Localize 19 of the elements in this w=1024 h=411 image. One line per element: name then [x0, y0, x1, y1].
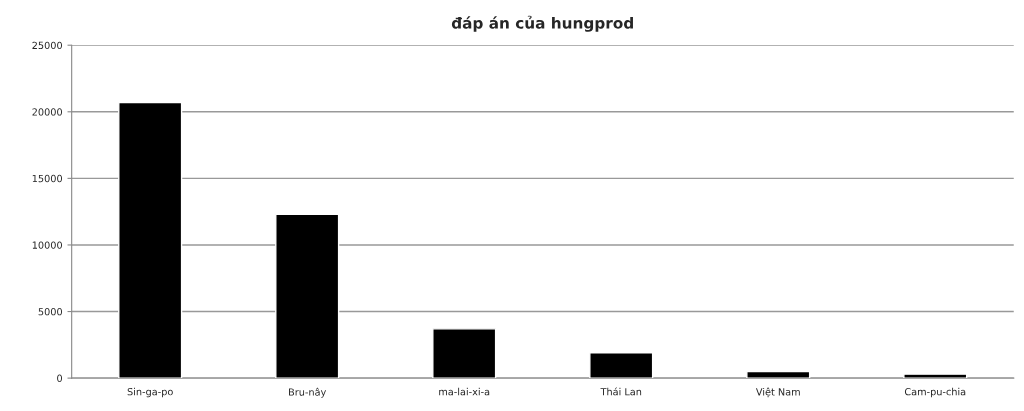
x-tick-label: Thái Lan [600, 387, 642, 396]
bar [589, 352, 654, 379]
y-tick-label: 25000 [32, 41, 63, 50]
bar [275, 213, 340, 379]
y-tick-label: 5000 [38, 308, 63, 316]
y-tick-label: 20000 [32, 108, 63, 116]
x-tick-label: Việt Nam [755, 387, 800, 398]
x-tick-label: Sin-ga-po [127, 387, 173, 398]
bar [432, 328, 497, 379]
x-tick-label: Bru-nây [289, 387, 327, 398]
y-tick-label: 10000 [32, 241, 63, 249]
x-tick-label: Cam-pu-chia [904, 387, 966, 398]
bar [903, 373, 968, 379]
x-tick-label: ma-lai-xi-a [439, 387, 490, 396]
y-tick-label: 0 [57, 374, 63, 382]
bar [118, 101, 183, 379]
bar [746, 370, 811, 379]
y-tick-label: 15000 [32, 174, 63, 183]
chart-title: đáp án của hungprod [451, 15, 633, 32]
